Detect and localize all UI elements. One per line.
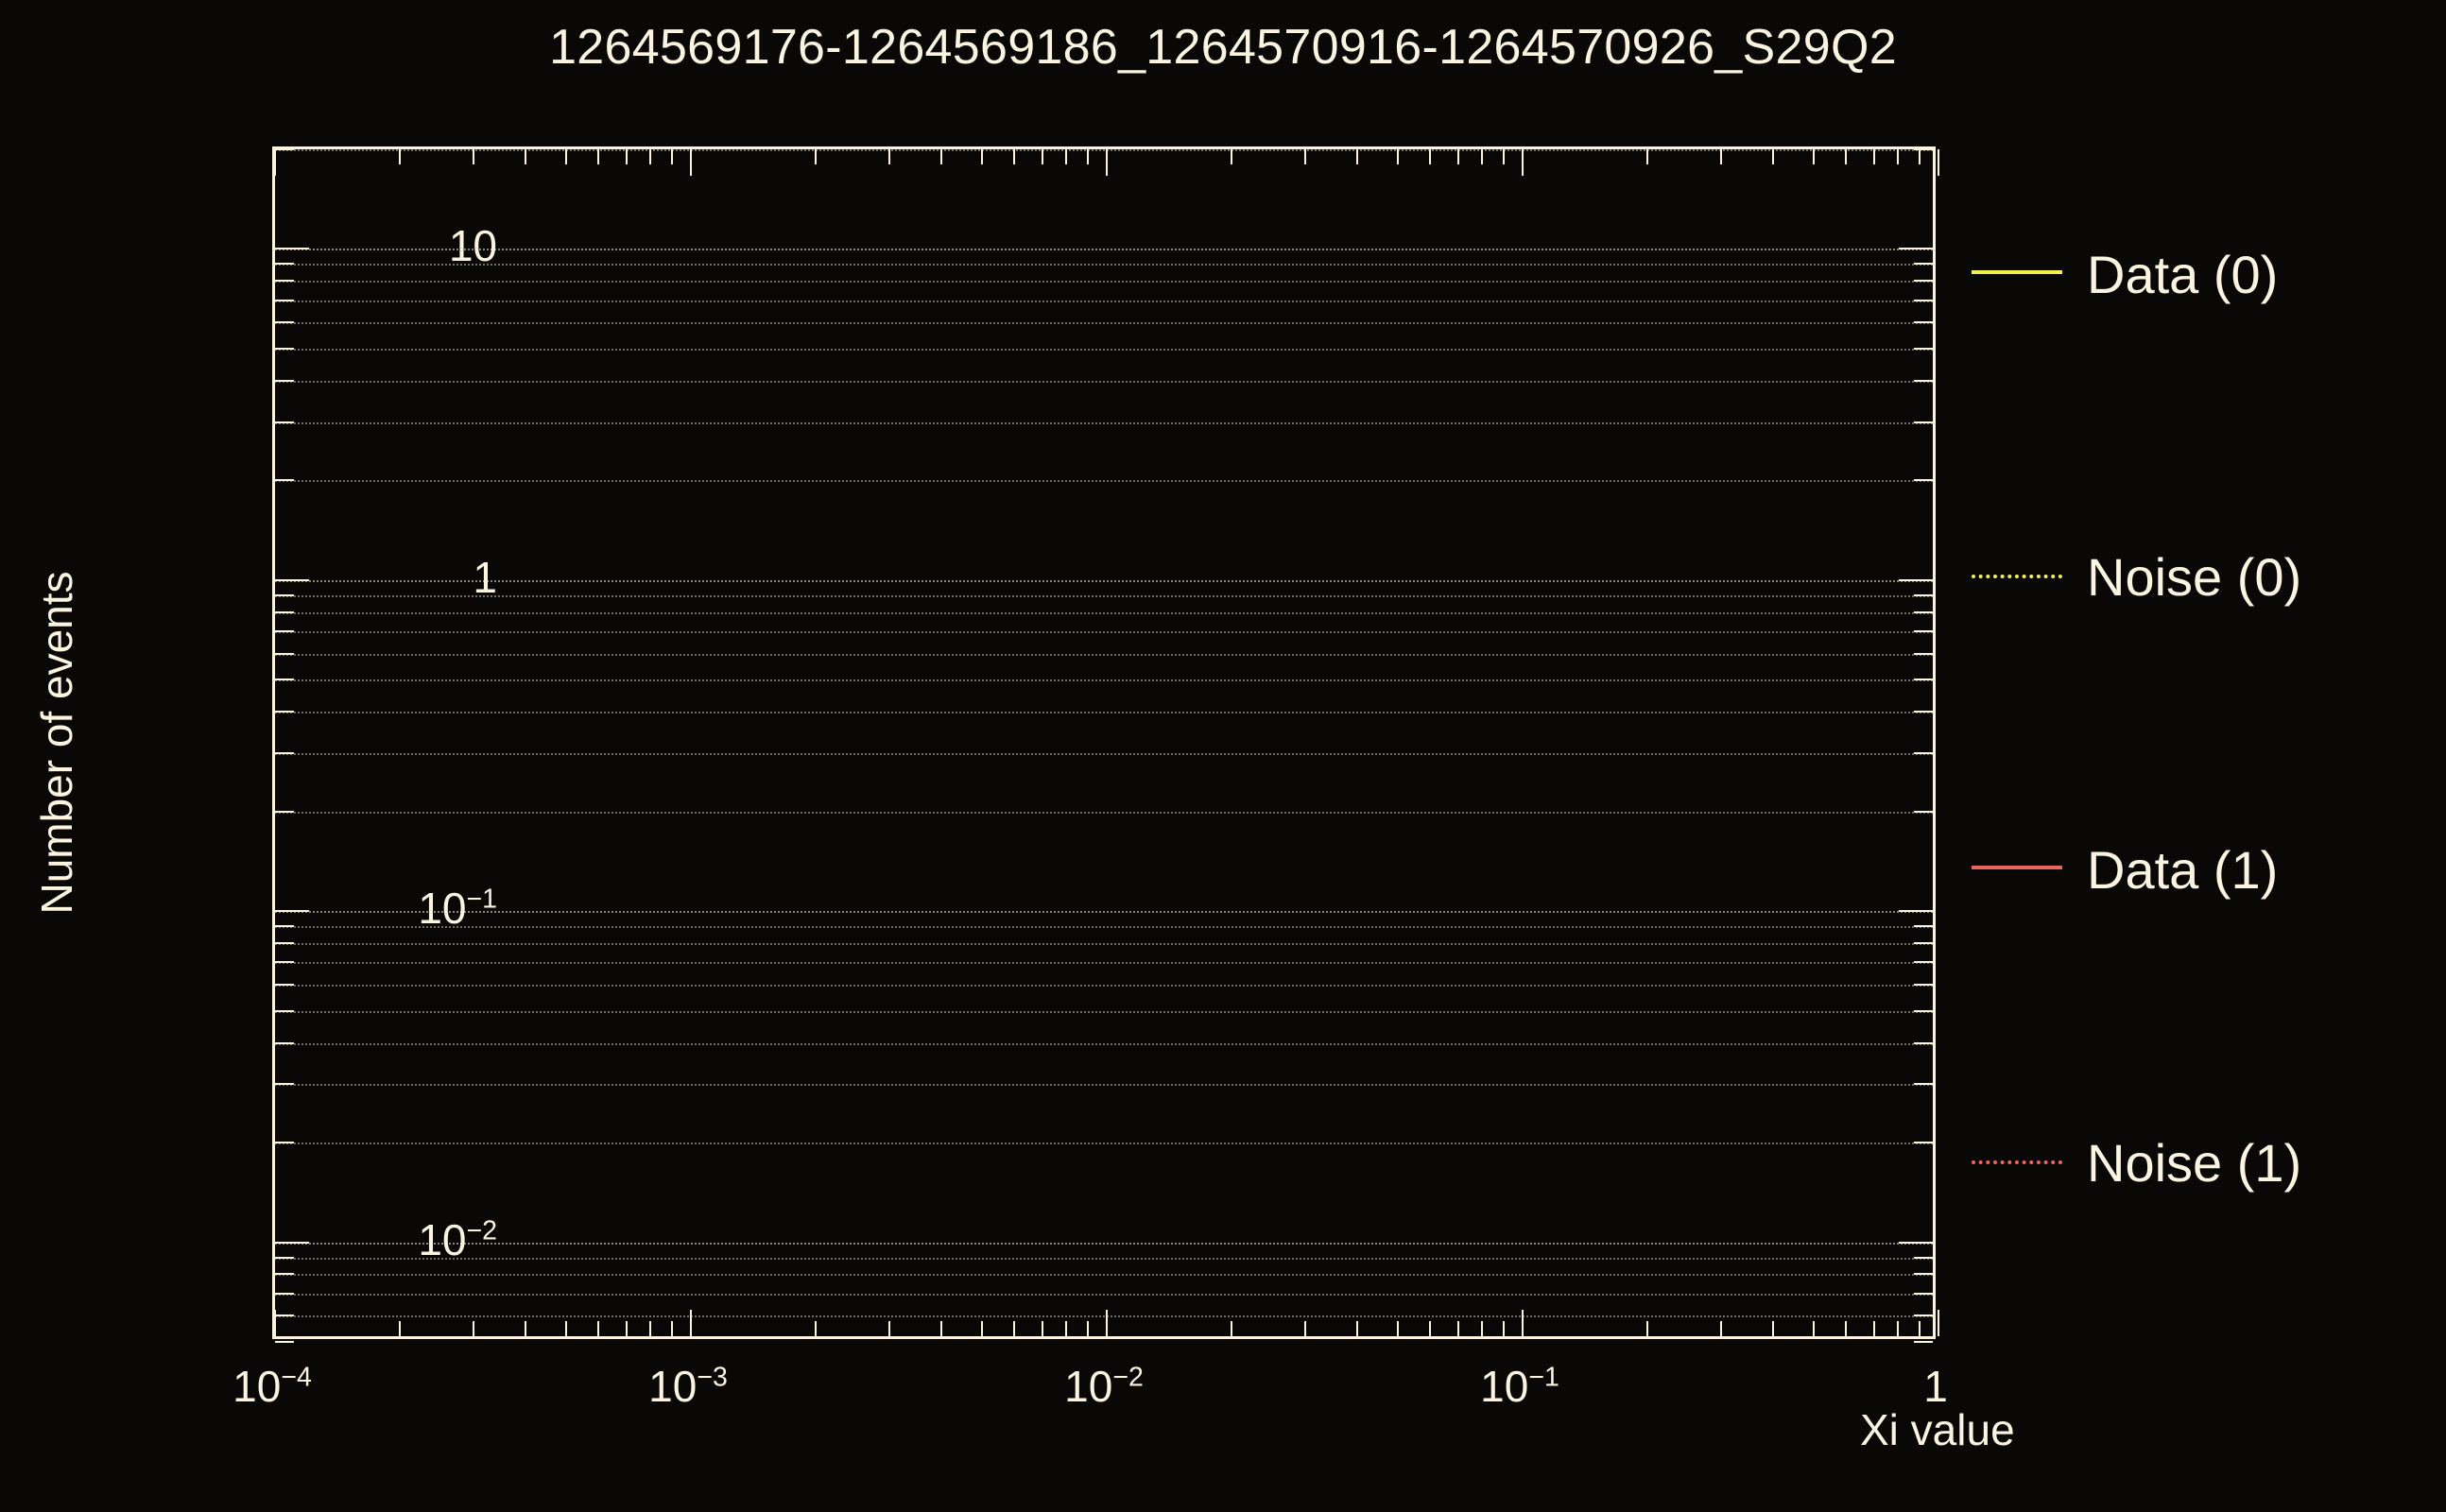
chart-legend: Data (0) Noise (0) Data (1) Noise (1) <box>1964 146 2437 1339</box>
x-tick-label: 1 <box>1923 1362 1948 1411</box>
legend-label: Noise (1) <box>2087 1132 2302 1193</box>
legend-entry[interactable]: Data (1) <box>1964 827 2437 912</box>
x-tick-label: 10−3 <box>648 1362 728 1411</box>
x-tick-label: 10−1 <box>1480 1362 1559 1411</box>
legend-swatch-line-icon <box>1972 866 2062 873</box>
legend-swatch-line-icon <box>1972 270 2062 278</box>
grid-lines <box>275 149 1933 1336</box>
plot-frame <box>272 146 1939 1343</box>
legend-entry[interactable]: Noise (0) <box>1964 534 2437 619</box>
y-tick-label: 10 <box>448 221 497 271</box>
x-tick-label: 10−4 <box>233 1362 312 1411</box>
legend-swatch-dashed-line-icon <box>1972 575 2062 578</box>
legend-label: Data (1) <box>2087 839 2279 900</box>
x-tick-label: 10−2 <box>1064 1362 1144 1411</box>
legend-label: Noise (0) <box>2087 546 2302 607</box>
y-tick-label: 10−1 <box>418 884 497 934</box>
legend-label: Data (0) <box>2087 244 2279 304</box>
y-tick-label: 10−2 <box>418 1214 497 1264</box>
y-tick-label: 1 <box>473 552 497 602</box>
legend-entry[interactable]: Data (0) <box>1964 232 2437 317</box>
chart-title: 1264569176-1264569186_1264570916-1264570… <box>549 20 1897 75</box>
legend-entry[interactable]: Noise (1) <box>1964 1120 2437 1205</box>
x-axis-title: Xi value <box>1860 1405 2015 1454</box>
legend-swatch-dashed-line-icon <box>1972 1160 2062 1164</box>
y-axis-title: Number of events <box>32 571 81 915</box>
